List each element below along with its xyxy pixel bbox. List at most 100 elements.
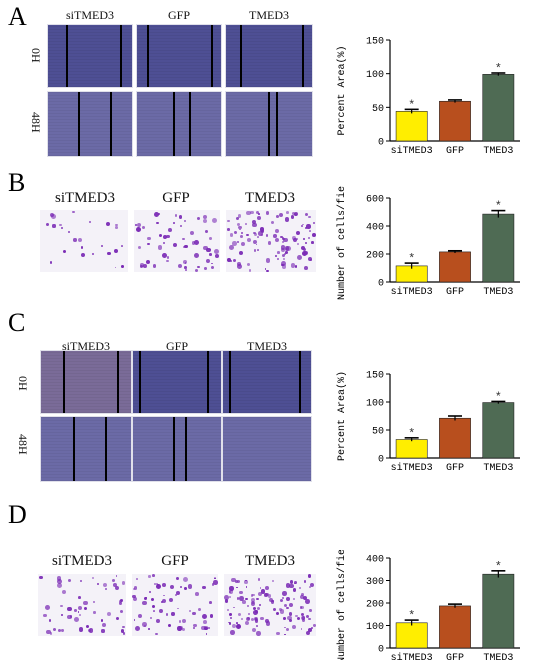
stained-cell [44,604,50,610]
stained-cell [142,622,148,628]
stained-cell [238,225,242,230]
x-tick-label: GFP [446,287,464,298]
stained-cell [247,612,251,616]
stained-cell [272,579,275,582]
stained-cell [160,600,164,604]
stained-cell [284,626,286,629]
y-tick-label: 50 [372,427,384,438]
bar-chart-c: 0 50 100 150 Percent Area(%) * siTMED3 GFP * TMED… [336,371,520,474]
stained-cell [254,617,259,622]
stained-cell [304,265,309,270]
stained-cell [237,214,242,218]
stained-cell [148,591,151,594]
stained-cell [212,583,215,586]
stained-cell [294,265,298,268]
stained-cell [46,629,52,635]
panel-letter-d: D [8,500,27,529]
stained-cell [289,580,294,584]
stained-cell [272,607,277,612]
stained-cell [122,632,126,635]
stained-cell [281,264,286,269]
stained-cell [261,589,266,594]
stained-cell [172,243,177,248]
stained-cell [88,628,92,632]
stained-cell [209,253,212,256]
stained-cell [48,619,51,622]
stained-cell [149,616,153,620]
stained-cell [311,626,314,629]
stained-cell [236,240,240,244]
stained-cell [79,579,83,583]
stained-cell [211,262,213,265]
stained-cell [292,236,297,240]
stained-cell [56,579,62,585]
stained-cell [105,588,108,590]
y-tick-label: 600 [366,195,384,206]
stained-cell [182,246,185,249]
bar-chart-d: 0 100 200 300 400 Number of cells/fiel * siTMED… [336,550,520,660]
transwell-image-tmed3-b [226,210,316,272]
stained-cell [183,577,189,583]
y-tick-label: 300 [366,577,384,588]
stained-cell [140,263,145,267]
stained-cell [275,238,280,243]
stained-cell [156,582,159,586]
stained-cell [158,212,161,215]
stained-cell [236,222,241,227]
y-axis-label: Number of cells/fiel [336,550,348,660]
y-tick-label: 150 [366,37,384,48]
stained-cell [115,616,120,621]
stained-cell [92,600,95,603]
stained-cell [205,633,208,635]
stained-cell [141,225,145,229]
stained-cell [100,245,103,247]
stained-cell [209,601,213,605]
row-label-48h-c: 48H [16,434,30,455]
stained-cell [286,597,290,601]
col-label-gfp-b: GFP [162,190,190,206]
x-tick-label: siTMED3 [391,462,433,474]
y-axis-label: Number of cells/fiel [336,186,348,300]
stained-cell [43,613,47,618]
stained-cell [237,612,242,616]
stained-cell [227,257,231,262]
stained-cell [294,211,299,216]
stained-cell [309,230,312,232]
stained-cell [308,617,311,621]
x-tick-label: TMED3 [483,653,513,660]
stained-cell [118,601,123,606]
x-tick-label: GFP [446,653,464,660]
stained-cell [121,265,125,269]
stained-cell [278,212,284,218]
stained-cell [296,230,301,236]
stained-cell [203,215,208,220]
stained-cell [265,585,270,590]
col-label-tmed3-a: TMED3 [249,8,289,22]
bar-tmed3 [482,573,515,649]
stained-cell [309,609,312,612]
stained-cell [138,245,142,249]
stained-cell [133,586,137,590]
stained-cell [52,224,56,228]
stained-cell [178,626,183,631]
stained-cell [229,613,232,616]
stained-cell [265,257,271,263]
stained-cell [235,580,238,583]
stained-cell [228,589,234,594]
stained-cell [191,240,196,245]
stained-cell [73,238,77,242]
stained-cell [256,248,259,251]
stained-cell [252,223,257,228]
stained-cell [259,587,262,589]
stained-cell [158,608,163,613]
significance-mark: * [408,427,415,441]
bar-sitmed3 [395,111,428,142]
x-tick-label: siTMED3 [391,145,433,157]
stained-cell [300,615,306,621]
stained-cell [134,223,138,226]
stained-cell [167,227,172,232]
stained-cell [308,215,311,218]
stained-cell [169,585,174,590]
stained-cell [142,600,147,606]
stained-cell [256,607,260,611]
